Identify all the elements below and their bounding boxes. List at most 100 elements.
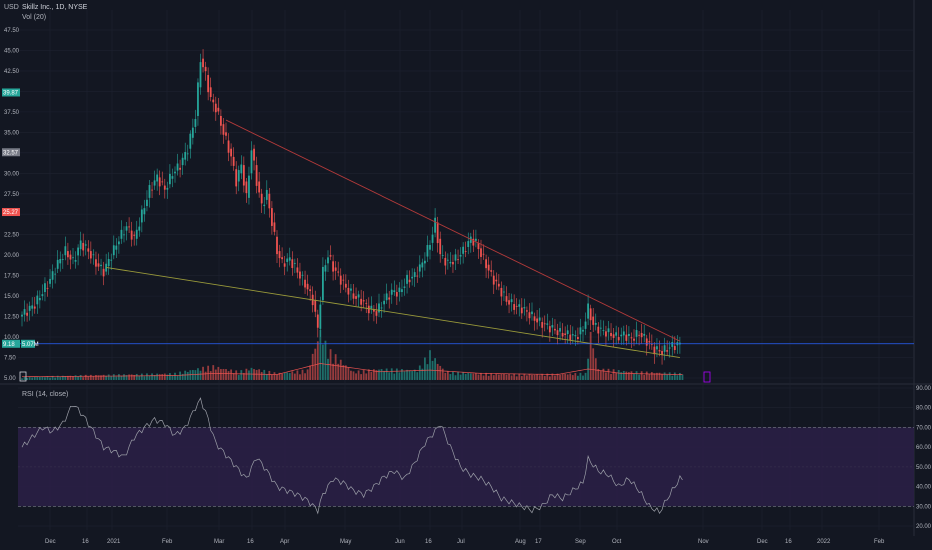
volume-bar [163,373,166,380]
volume-bar [258,369,261,380]
candle-body [393,290,396,293]
candle-body [220,115,222,126]
volume-bar [87,376,90,380]
candle-body [209,87,212,98]
candle-body [490,270,493,272]
candle-body [82,242,85,251]
candle-body [602,330,605,331]
candle-body [74,259,77,262]
volume-bar [26,377,28,380]
candle-body [186,153,189,155]
candle-body [350,288,352,291]
volume-bar [202,366,204,380]
candle-body [617,337,620,341]
candle-body [288,257,291,261]
rsi-tick-label: 70.00 [916,425,932,431]
volume-bar [253,369,255,380]
candle-body [232,156,235,166]
volume-bar [643,374,646,380]
candle-body [584,321,587,329]
volume-bar [319,329,322,380]
volume-bar [469,373,472,380]
volume-bar [564,374,567,380]
volume-bar [439,365,442,380]
x-tick-label: Nov [698,539,709,545]
volume-bar [403,371,406,380]
candle-body [449,261,452,264]
candle-body [383,300,385,305]
candle-body [153,180,156,186]
candle-body [163,185,166,190]
rsi-tick-label: 40.00 [916,485,932,491]
volume-bar [449,374,452,380]
volume-bar [61,375,64,380]
volume-bar [551,373,554,380]
volume-bar [67,375,69,380]
candle-body [518,304,521,307]
candle-body [661,350,663,356]
price-tag [2,208,20,217]
volume-bar [74,375,77,380]
candle-body [536,318,538,323]
candle-body [385,293,388,301]
candle-body [551,325,554,328]
candle-body [434,217,436,233]
volume-bar [610,373,612,380]
volume-bar [186,371,189,380]
candle-body [492,275,495,285]
volume-bar [638,374,640,380]
candle-body [322,266,324,301]
rsi-legend[interactable]: RSI (14, close) [22,391,69,398]
y-tick-label: 47.50 [4,28,20,34]
candle-body [84,244,87,246]
volume-bar [148,375,151,380]
volume-bar [464,373,467,380]
candle-body [316,314,319,328]
volume-bar [355,373,357,380]
candle-body [360,298,363,305]
candle-body [561,332,564,337]
volume-bar [577,375,579,380]
candle-body [411,276,414,279]
candle-body [283,263,286,267]
volume-bar [33,376,36,380]
volume-bar [536,374,538,380]
volume-bar [156,373,159,380]
volume-legend[interactable]: Vol (20) [22,14,47,21]
volume-bar [332,363,334,380]
volume-bar [385,368,388,380]
volume-bar [51,375,54,380]
volume-bar [663,372,666,380]
volume-bar [602,368,605,380]
candle-body [199,62,202,88]
volume-bar [158,374,161,380]
candle-body [156,174,159,182]
volume-bar [304,373,306,380]
candle-body [413,272,416,278]
volume-bar [146,373,148,380]
volume-bar [59,376,62,380]
candle-body [112,245,115,256]
candle-body [248,175,250,198]
volume-bar [487,375,490,380]
volume-bar [69,375,72,380]
price-tag-label: 9.18 [3,342,15,348]
volume-bar [38,376,41,380]
symbol-legend[interactable]: Skillz Inc., 1D, NYSE [22,4,88,11]
x-tick-label: Oct [612,539,622,545]
candle-body [130,230,133,240]
volume-bar [653,373,656,380]
candle-body [97,263,100,267]
candle-body [548,326,551,333]
candle-body [273,222,276,232]
candle-body [446,259,449,261]
volume-bar [429,350,431,380]
volume-bar [296,370,299,380]
volume-bar [360,374,363,380]
candle-body [510,299,513,303]
volume-bar [523,373,526,380]
volume-bar [378,369,380,380]
volume-bar [123,374,125,380]
volume-bar [594,358,597,380]
